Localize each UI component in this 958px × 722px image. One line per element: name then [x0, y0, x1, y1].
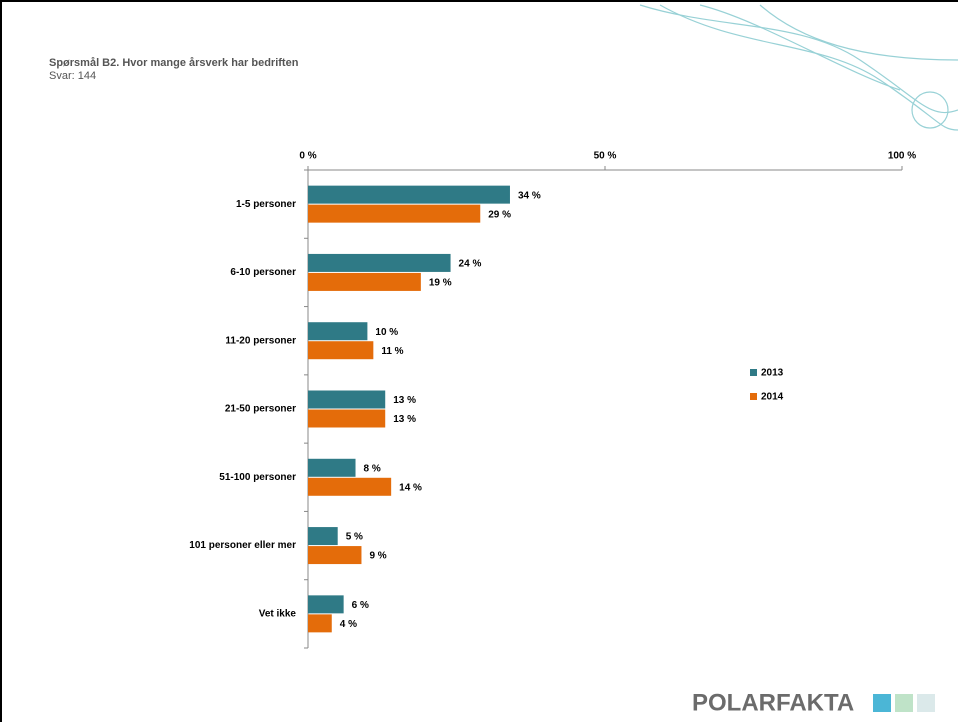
data-label: 5 % [346, 532, 363, 543]
y-tick-label: Vet ikke [259, 608, 297, 619]
y-tick-label: 11-20 personer [225, 335, 296, 346]
bar [308, 527, 338, 546]
bar [308, 204, 481, 223]
bar [308, 477, 392, 496]
logo-square [873, 694, 891, 712]
bar [308, 322, 368, 341]
bar [308, 458, 356, 477]
legend-swatch [750, 393, 757, 400]
x-tick-label: 0 % [299, 151, 316, 162]
legend-label: 2013 [761, 368, 784, 379]
data-label: 13 % [393, 414, 416, 425]
data-label: 4 % [340, 619, 357, 630]
decoration [639, 4, 958, 131]
data-label: 13 % [393, 395, 416, 406]
logo-square [895, 694, 913, 712]
logo-square [917, 694, 935, 712]
bar [308, 185, 510, 204]
data-label: 29 % [488, 209, 511, 220]
data-label: 14 % [399, 482, 422, 493]
bar [308, 546, 362, 565]
data-label: 11 % [381, 346, 403, 357]
chart-title: Spørsmål B2. Hvor mange årsverk har bedr… [49, 57, 299, 69]
x-tick-label: 50 % [594, 151, 617, 162]
bar [308, 341, 374, 360]
legend-label: 2014 [761, 392, 784, 403]
data-label: 10 % [375, 327, 398, 338]
bar [308, 409, 386, 428]
data-label: 19 % [429, 278, 452, 289]
bar [308, 272, 421, 291]
logo-text: POLARFAKTA [692, 689, 854, 716]
bar [308, 614, 332, 633]
y-tick-label: 101 personer eller mer [189, 540, 296, 551]
data-label: 34 % [518, 190, 541, 201]
legend-swatch [750, 369, 757, 376]
y-tick-label: 21-50 personer [225, 404, 296, 415]
y-tick-label: 6-10 personer [230, 267, 296, 278]
bar [308, 253, 451, 272]
data-label: 8 % [364, 463, 381, 474]
data-label: 6 % [352, 600, 369, 611]
chart-subtitle: Svar: 144 [49, 70, 96, 82]
y-tick-label: 1-5 personer [236, 199, 296, 210]
y-tick-label: 51-100 personer [219, 472, 296, 483]
data-label: 9 % [369, 551, 386, 562]
bar [308, 390, 386, 409]
x-tick-label: 100 % [888, 151, 916, 162]
bar [308, 595, 344, 614]
data-label: 24 % [459, 259, 482, 270]
